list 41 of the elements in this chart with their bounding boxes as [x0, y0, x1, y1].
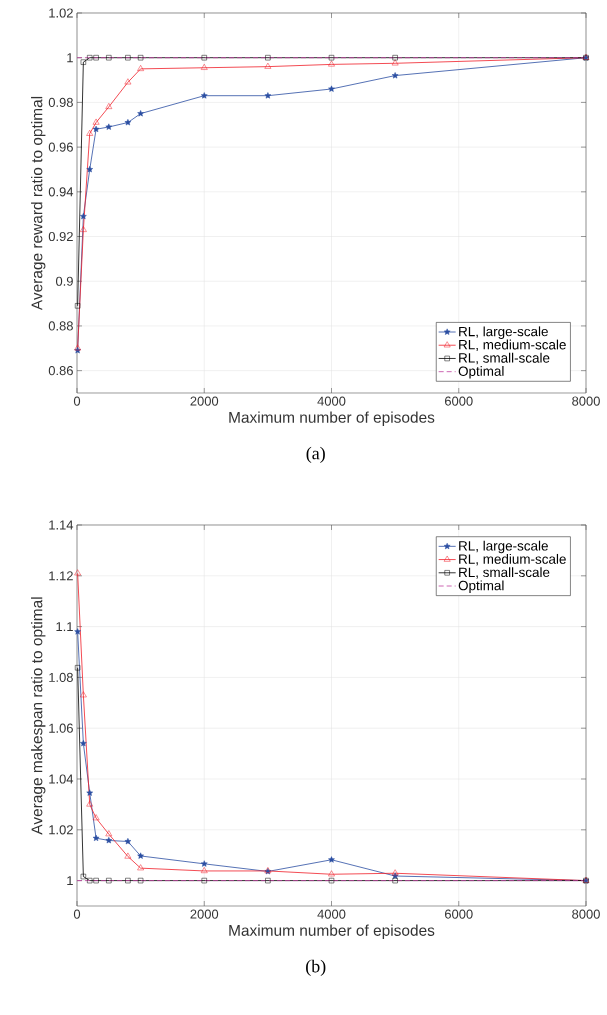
x-tick-label: 4000 — [317, 396, 346, 406]
x-tick-label: 6000 — [445, 909, 473, 919]
y-tick-label: 0.88 — [48, 321, 73, 331]
y-tick-label: 0.94 — [48, 187, 74, 197]
x-axis-title: Maximum number of episodes — [229, 411, 435, 426]
legend-label: Optimal — [458, 580, 504, 593]
x-tick-label: 2000 — [190, 396, 219, 406]
legend-label: RL, large-scale — [459, 540, 548, 554]
legend-label: Optimal — [458, 366, 504, 379]
x-tick-label: 2000 — [190, 909, 219, 919]
y-tick-label: 1 — [67, 876, 73, 886]
y-tick-label: 1.12 — [49, 571, 73, 581]
y-tick-label: 0.96 — [48, 142, 73, 152]
y-tick-label: 0.9 — [55, 276, 73, 286]
text: (b) — [306, 959, 326, 977]
y-tick-label: 0.98 — [48, 97, 73, 107]
y-tick-label: 0.92 — [48, 231, 73, 242]
text: (a) — [306, 446, 325, 464]
legend-label: RL, medium-scale — [459, 553, 566, 566]
x-axis-title: Maximum number of episodes — [229, 924, 435, 939]
x-tick-label: 6000 — [445, 396, 473, 406]
x-tick-label: 4000 — [317, 909, 346, 919]
x-tick-label: 0 — [73, 396, 81, 406]
y-tick-label: 1.04 — [49, 774, 74, 784]
y-tick-label: 1.02 — [49, 825, 73, 835]
x-tick-label: 0 — [73, 909, 81, 919]
y-axis-title: Average makespan ratio to optimal — [31, 597, 46, 835]
y-tick-label: 1 — [67, 53, 73, 63]
y-tick-label: 1.14 — [49, 520, 74, 530]
legend-label: RL, small-scale — [459, 352, 550, 365]
legend-label: RL, small-scale — [459, 567, 550, 579]
legend-label: RL, large-scale — [459, 326, 548, 339]
y-axis-title: Average reward ratio to optimal — [31, 96, 46, 311]
legend-label: RL, medium-scale — [459, 339, 566, 352]
y-tick-label: 1.02 — [49, 8, 73, 18]
x-tick-label: 8000 — [572, 396, 600, 406]
y-tick-label: 1.06 — [49, 723, 73, 733]
y-tick-label: 1.08 — [49, 672, 73, 682]
y-tick-label: 0.86 — [48, 366, 73, 376]
y-tick-label: 1.1 — [56, 622, 73, 632]
x-tick-label: 8000 — [572, 909, 600, 919]
